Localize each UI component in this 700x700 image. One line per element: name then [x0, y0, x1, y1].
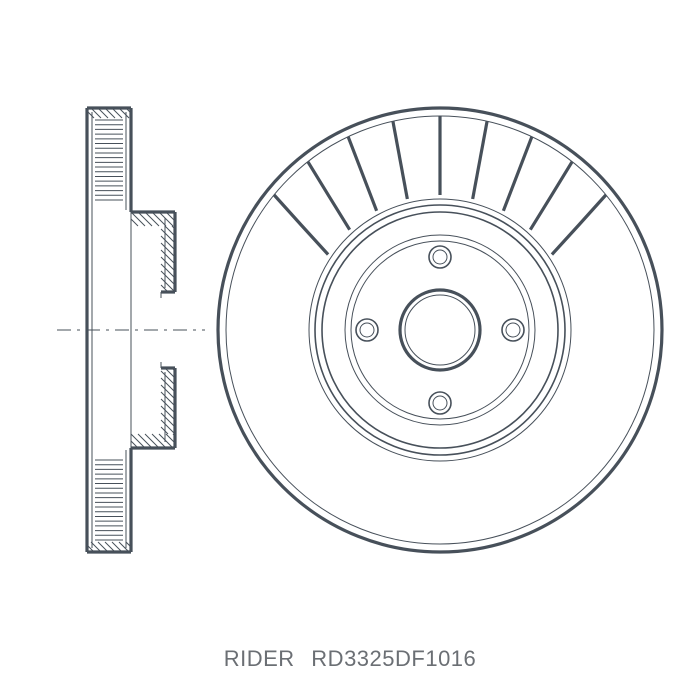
brake-disc-drawing	[0, 0, 700, 700]
diagram-canvas: RIDER RD3325DF1016	[0, 0, 700, 700]
